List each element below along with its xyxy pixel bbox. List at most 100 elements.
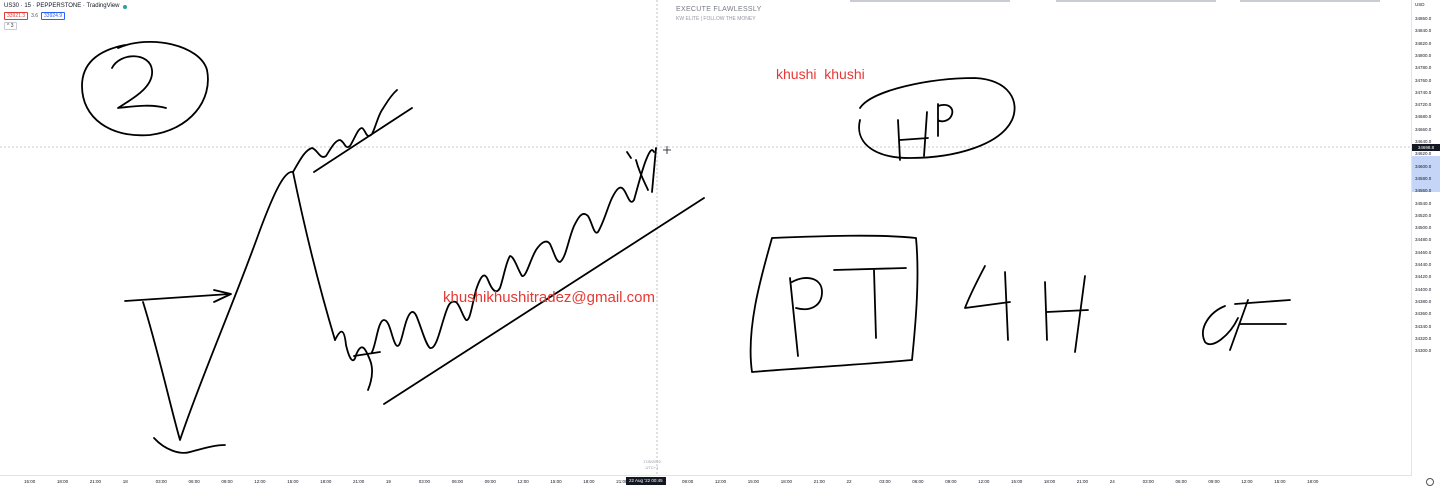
price-axis-label: 34500.0 bbox=[1415, 225, 1432, 231]
four-h-letter-h bbox=[1044, 275, 1089, 353]
of-letter-o bbox=[1202, 305, 1239, 345]
time-axis-label: 15:00 bbox=[550, 479, 562, 484]
time-axis-label: 18:00 bbox=[1307, 479, 1319, 484]
time-axis-label: 09:00 bbox=[945, 479, 957, 484]
time-axis-label: 12:00 bbox=[1241, 479, 1253, 484]
pt-letter-p bbox=[789, 277, 823, 357]
bid-price-button[interactable]: 33921.3 bbox=[4, 12, 29, 20]
name-overlay-text: khushi khushi bbox=[776, 66, 865, 82]
time-axis-label: 03:00 bbox=[1142, 479, 1154, 484]
price-axis-label: 34840.0 bbox=[1415, 28, 1432, 34]
chart-settings-gear-icon[interactable] bbox=[1426, 478, 1434, 486]
date-stamp-date: 17/8/2022 bbox=[643, 459, 661, 464]
time-axis-label: 18:00 bbox=[320, 479, 332, 484]
spread-value: 3.6 bbox=[31, 12, 39, 19]
lower-trendline bbox=[383, 197, 705, 405]
email-overlay-text: khushikhushitradez@gmail.com bbox=[443, 289, 655, 306]
upper-trendline bbox=[313, 107, 413, 173]
hp-oval-annotation bbox=[858, 77, 1016, 159]
price-axis-currency: USD bbox=[1415, 2, 1425, 7]
time-axis-label: 06:00 bbox=[1175, 479, 1187, 484]
price-axis-label: 34380.0 bbox=[1415, 298, 1432, 304]
pt-box-annotation bbox=[749, 234, 919, 373]
date-stamp: 17/8/2022 UTC+1 bbox=[643, 459, 661, 471]
pt-letter-t bbox=[833, 267, 907, 339]
time-axis-label: 03:00 bbox=[155, 479, 167, 484]
price-axis[interactable]: USD 34860.0 34840.0 34820.0 34800.0 34780.0 3… bbox=[1411, 0, 1440, 476]
indicator-collapse-button[interactable]: ^ 3 bbox=[4, 22, 17, 30]
toolbar-tab-indicator[interactable] bbox=[1056, 0, 1216, 2]
price-axis-label: 34340.0 bbox=[1415, 323, 1432, 329]
chart-watermark: EXECUTE FLAWLESSLY KW ELITE | FOLLOW THE… bbox=[676, 6, 762, 22]
time-axis[interactable]: 15:00 18:00 21:00 18 03:00 06:00 09:00 12:00 15:… bbox=[0, 475, 1412, 488]
time-axis-label: 06:00 bbox=[188, 479, 200, 484]
price-axis-label: 34820.0 bbox=[1415, 40, 1432, 46]
time-axis-label: 21:00 bbox=[89, 479, 102, 484]
time-axis-label: 18:00 bbox=[780, 479, 792, 484]
symbol-line[interactable]: US30 · 15 · PEPPERSTONE · TradingView bbox=[4, 3, 120, 9]
price-axis-label: 34420.0 bbox=[1415, 274, 1432, 280]
price-axis-label: 34680.0 bbox=[1415, 114, 1432, 120]
current-time-label: 22 Aug '22 00:45 bbox=[626, 477, 666, 485]
price-axis-label: 34600.0 bbox=[1415, 163, 1432, 169]
market-open-dot-icon bbox=[122, 4, 127, 9]
date-stamp-zone: UTC+1 bbox=[645, 465, 659, 470]
price-axis-label: 34660.0 bbox=[1415, 126, 1432, 132]
current-price-label: 34698.8 bbox=[1412, 144, 1440, 151]
time-axis-label: 12:00 bbox=[254, 479, 266, 484]
price-axis-label: 34540.0 bbox=[1415, 200, 1432, 206]
time-axis-label: 22 bbox=[846, 479, 852, 484]
price-sketch-v-shape bbox=[142, 171, 294, 441]
watermark-subtitle: KW ELITE | FOLLOW THE MONEY bbox=[676, 16, 756, 22]
time-axis-label: 06:00 bbox=[451, 479, 463, 484]
time-axis-label: 19 bbox=[385, 479, 391, 484]
toolbar-tab-indicator[interactable] bbox=[850, 0, 1010, 2]
time-axis-label: 15:00 bbox=[24, 479, 36, 484]
price-axis-label: 34760.0 bbox=[1415, 77, 1432, 83]
crosshair-cursor-icon bbox=[663, 146, 671, 154]
v-base-line bbox=[153, 437, 226, 454]
price-axis-label: 34400.0 bbox=[1415, 286, 1432, 292]
time-axis-label: 21:00 bbox=[813, 479, 825, 484]
entry-arrow-line bbox=[124, 293, 231, 302]
time-axis-label: 18 bbox=[122, 479, 128, 484]
hp-letter-h bbox=[897, 111, 929, 161]
time-axis-label: 09:00 bbox=[682, 479, 694, 484]
price-axis-label: 34800.0 bbox=[1415, 52, 1432, 58]
time-axis-label: 15:00 bbox=[747, 479, 760, 484]
price-axis-label: 34640.0 bbox=[1415, 139, 1432, 144]
toolbar-tab-indicator[interactable] bbox=[1240, 0, 1380, 2]
price-axis-label: 34580.0 bbox=[1415, 175, 1432, 181]
rising-wave-tip bbox=[626, 151, 649, 191]
price-axis-label: 34480.0 bbox=[1415, 237, 1432, 243]
price-axis-label: 34740.0 bbox=[1415, 89, 1432, 95]
price-axis-label: 34860.0 bbox=[1415, 16, 1432, 21]
upper-wave-sketch bbox=[292, 89, 398, 173]
price-axis-label: 34720.0 bbox=[1415, 102, 1432, 108]
chart-drawing-canvas[interactable] bbox=[0, 0, 1412, 476]
time-axis-label: 21:00 bbox=[1076, 479, 1089, 484]
time-axis-label: 15:00 bbox=[1011, 479, 1023, 484]
time-axis-label: 09:00 bbox=[484, 479, 496, 484]
time-axis-label: 18:00 bbox=[56, 479, 69, 484]
time-axis-label: 18:00 bbox=[1043, 479, 1056, 484]
price-axis-label: 34560.0 bbox=[1415, 188, 1432, 194]
time-axis-label: 06:00 bbox=[912, 479, 924, 484]
four-h-letter-4 bbox=[964, 265, 1011, 341]
time-axis-label: 21:00 bbox=[616, 479, 628, 484]
price-axis-label: 34300.0 bbox=[1415, 348, 1432, 354]
time-axis-label: 12:00 bbox=[517, 479, 529, 484]
rising-wave-sketch bbox=[334, 149, 655, 391]
ask-price-button[interactable]: 33924.9 bbox=[41, 12, 66, 20]
rising-wave-end-stroke bbox=[651, 147, 657, 193]
time-axis-label: 12:00 bbox=[978, 479, 990, 484]
price-axis-label: 34320.0 bbox=[1415, 335, 1432, 341]
of-letter-f bbox=[1229, 299, 1291, 351]
time-axis-label: 03:00 bbox=[418, 479, 431, 484]
top-toolbar-strip bbox=[0, 0, 1440, 12]
price-axis-label: 34520.0 bbox=[1415, 212, 1432, 218]
time-axis-label: 12:00 bbox=[714, 479, 727, 484]
price-axis-label: 34620.0 bbox=[1415, 151, 1432, 157]
drop-sketch bbox=[292, 171, 336, 341]
circle-annotation bbox=[81, 41, 209, 137]
